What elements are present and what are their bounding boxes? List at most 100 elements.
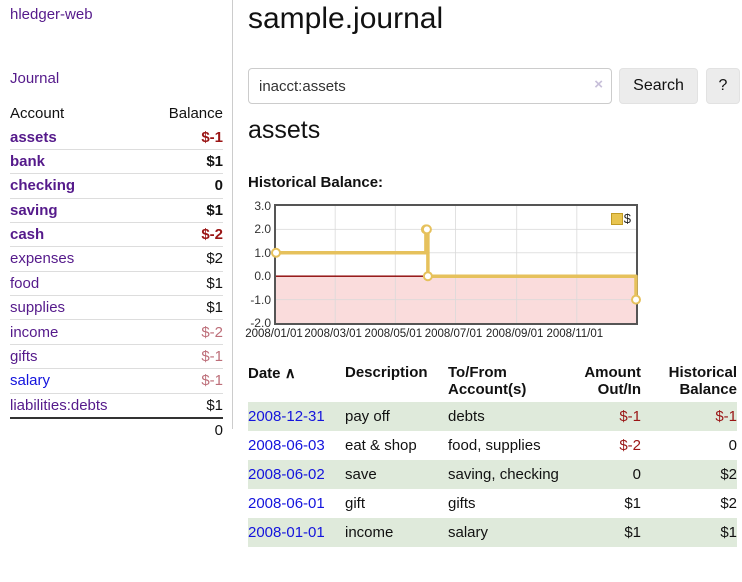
accounts-cell: gifts <box>448 495 476 512</box>
x-axis-tick-label: 2008/09/01 <box>485 328 544 340</box>
date-cell[interactable]: 2008-01-01 <box>248 518 345 547</box>
account-link[interactable]: assets <box>10 128 57 146</box>
app-title-link[interactable]: hledger-web <box>10 6 93 23</box>
transaction-date-link[interactable]: 2008-06-02 <box>248 466 325 483</box>
account-row: liabilities:debts $1 <box>10 392 223 418</box>
description-cell: save <box>345 466 377 483</box>
x-axis-tick-label: 2008/01/01 <box>245 328 303 340</box>
date-cell[interactable]: 2008-06-02 <box>248 460 345 489</box>
balance-column-header: Balance <box>168 105 223 123</box>
balance-cell: $-1 <box>715 408 737 425</box>
legend-label: $ <box>623 211 631 226</box>
account-balance: $-1 <box>146 343 223 369</box>
account-balance: $1 <box>146 148 223 174</box>
balance-cell: $2 <box>720 495 737 512</box>
clear-search-icon[interactable]: × <box>594 76 603 93</box>
y-axis-tick-label: 3.0 <box>254 199 271 213</box>
sidebar-item-journal[interactable]: Journal <box>10 70 60 87</box>
accounts-cell: salary <box>448 524 489 541</box>
accounts-total-value: 0 <box>146 416 223 443</box>
date-cell[interactable]: 2008-06-01 <box>248 489 345 518</box>
account-link[interactable]: expenses <box>10 250 75 268</box>
account-link[interactable]: gifts <box>10 347 38 365</box>
transactions-header-row: Date ∧ Description To/From Account(s) Am… <box>248 362 737 402</box>
account-row: income $-2 <box>10 319 223 345</box>
account-row: cash $-2 <box>10 221 223 247</box>
account-balance: $-1 <box>146 368 223 393</box>
amount-cell: $1 <box>624 524 641 541</box>
y-axis-tick-label: -1.0 <box>250 292 271 307</box>
account-balance: $2 <box>146 246 223 272</box>
date-cell[interactable]: 2008-06-03 <box>248 431 345 460</box>
amount-cell: $1 <box>624 495 641 512</box>
sidebar: hledger-web Journal Account Balance asse… <box>0 0 233 443</box>
search-button[interactable]: Search <box>619 68 698 104</box>
y-axis-tick-label: 2.0 <box>254 222 271 237</box>
account-link[interactable]: checking <box>10 177 76 195</box>
account-row: supplies $1 <box>10 294 223 320</box>
transaction-date-link[interactable]: 2008-06-03 <box>248 437 325 454</box>
accounts-column-header: Account <box>10 105 65 123</box>
accounts-cell: saving, checking <box>448 466 559 483</box>
x-axis-tick-label: 2008/07/01 <box>424 328 483 340</box>
account-link[interactable]: income <box>10 323 59 341</box>
account-row: food $1 <box>10 270 223 296</box>
search-input[interactable] <box>248 68 612 104</box>
account-link[interactable]: cash <box>10 226 45 244</box>
sort-ascending-icon: ∧ <box>284 365 296 382</box>
account-link[interactable]: salary <box>10 372 51 390</box>
amount-cell: 0 <box>632 466 641 483</box>
transaction-row[interactable]: 2008-12-31 pay off debts $-1 $-1 <box>248 402 737 431</box>
description-cell: eat & shop <box>345 437 417 454</box>
transaction-date-link[interactable]: 2008-06-01 <box>248 495 325 512</box>
transaction-row[interactable]: 2008-06-01 gift gifts $1 $2 <box>248 489 737 518</box>
account-link[interactable]: food <box>10 274 40 292</box>
account-link[interactable]: saving <box>10 201 58 219</box>
y-axis: 3.0 2.0 1.0 0.0 -1.0 -2.0 <box>248 199 271 330</box>
account-balance: $-2 <box>146 221 223 247</box>
date-column-header[interactable]: Date ∧ <box>248 362 345 402</box>
account-balance: $-1 <box>201 128 223 146</box>
account-row: checking 0 <box>10 173 223 198</box>
legend-swatch-icon <box>610 212 623 225</box>
account-link[interactable]: bank <box>10 152 46 170</box>
x-axis: 2008/01/01 2008/03/01 2008/05/01 2008/07/01… <box>245 328 638 344</box>
transaction-row[interactable]: 2008-01-01 income salary $1 $1 <box>248 518 737 547</box>
x-axis-tick-label: 2008/11/01 <box>546 328 604 340</box>
balance-cell: $1 <box>720 524 737 541</box>
y-axis-tick-label: 0.0 <box>254 269 271 284</box>
account-balance: $1 <box>146 270 223 296</box>
account-balance: $1 <box>146 392 223 418</box>
accounts-column-header: To/From Account(s) <box>448 364 527 398</box>
search-form: × Search ? <box>248 68 742 104</box>
chart-canvas <box>271 206 641 323</box>
account-balance: 0 <box>146 173 223 198</box>
account-link[interactable]: liabilities:debts <box>10 396 108 414</box>
description-column-header: Description <box>345 364 428 381</box>
balance-column-header: Historical Balance <box>668 364 737 398</box>
accounts-cell: debts <box>448 408 485 425</box>
transaction-date-link[interactable]: 2008-01-01 <box>248 524 325 541</box>
historical-balance-chart: 3.0 2.0 1.0 0.0 -1.0 -2.0 $ 2008/01/01 2008/03… <box>245 199 742 349</box>
transaction-row[interactable]: 2008-06-02 save saving, checking 0 $2 <box>248 460 737 489</box>
account-balance: $-2 <box>146 319 223 345</box>
date-cell[interactable]: 2008-12-31 <box>248 402 345 431</box>
help-button[interactable]: ? <box>706 68 740 104</box>
account-heading: assets <box>248 116 321 144</box>
y-axis-tick-label: 1.0 <box>254 245 271 260</box>
page-title: sample.journal <box>248 2 444 35</box>
transaction-row[interactable]: 2008-06-03 eat & shop food, supplies $-2 0 <box>248 431 737 460</box>
account-row: gifts $-1 <box>10 343 223 369</box>
accounts-total-row: 0 <box>10 416 223 443</box>
description-cell: gift <box>345 495 366 512</box>
transaction-date-link[interactable]: 2008-12-31 <box>248 408 325 425</box>
y-axis-tick-label: -2.0 <box>250 316 271 330</box>
date-header-label: Date <box>248 365 281 382</box>
amount-column-header: Amount Out/In <box>584 364 641 398</box>
account-row: salary $-1 <box>10 368 223 393</box>
x-axis-tick-label: 2008/05/01 <box>364 328 423 340</box>
accounts-table-header: Account Balance <box>10 102 223 125</box>
chart-legend: $ <box>610 211 631 226</box>
chart-plot-area: $ <box>271 204 641 325</box>
account-link[interactable]: supplies <box>10 299 66 317</box>
